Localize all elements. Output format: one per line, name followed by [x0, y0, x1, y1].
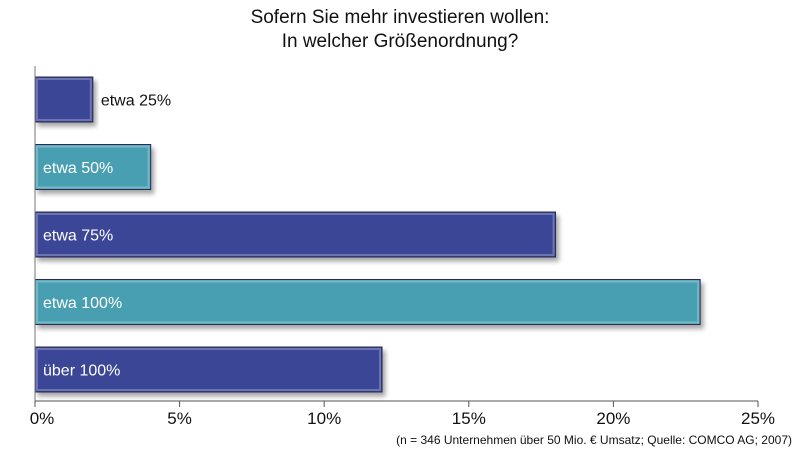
bar-label: etwa 25%: [101, 93, 171, 110]
bar-label: etwa 75%: [43, 228, 113, 245]
bar-bevel: [36, 280, 700, 324]
x-tick-label: 5%: [167, 409, 192, 428]
x-tick-label: 25%: [741, 409, 775, 428]
bar-label: über 100%: [43, 363, 120, 380]
bar-group: über 100%: [34, 346, 383, 393]
bar-group: etwa 50%: [34, 144, 152, 190]
chart-title: Sofern Sie mehr investieren wollen: In w…: [0, 6, 800, 54]
bar-label: etwa 50%: [43, 160, 113, 177]
bar-group: etwa 25%: [34, 76, 171, 123]
x-tick-label: 15%: [452, 409, 486, 428]
x-tick-label: 20%: [596, 409, 630, 428]
bars-layer: etwa 25% etwa 50% etwa 75% etwa 100% über 10…: [34, 76, 701, 393]
chart-title-line-2: In welcher Größenordnung?: [281, 31, 519, 52]
bar-group: etwa 100%: [34, 279, 701, 325]
bar-group: etwa 75%: [34, 211, 557, 258]
bar-bevel: [36, 145, 150, 189]
bar: [34, 144, 152, 190]
chart-title-line-1: Sofern Sie mehr investieren wollen:: [250, 7, 550, 28]
bar: [34, 346, 383, 393]
bar: [34, 76, 94, 123]
bar-bevel: [36, 213, 555, 256]
x-tick-label: 0%: [30, 409, 55, 428]
bar: [34, 279, 701, 325]
bar-bevel: [36, 78, 92, 121]
x-tick-label: 10%: [307, 409, 341, 428]
bar-bevel: [36, 348, 382, 391]
source-footnote: (n = 346 Unternehmen über 50 Mio. € Umsa…: [396, 433, 792, 447]
x-axis: 0% 5% 10% 15% 20% 25%: [30, 66, 775, 428]
bar-label: etwa 100%: [43, 295, 122, 312]
